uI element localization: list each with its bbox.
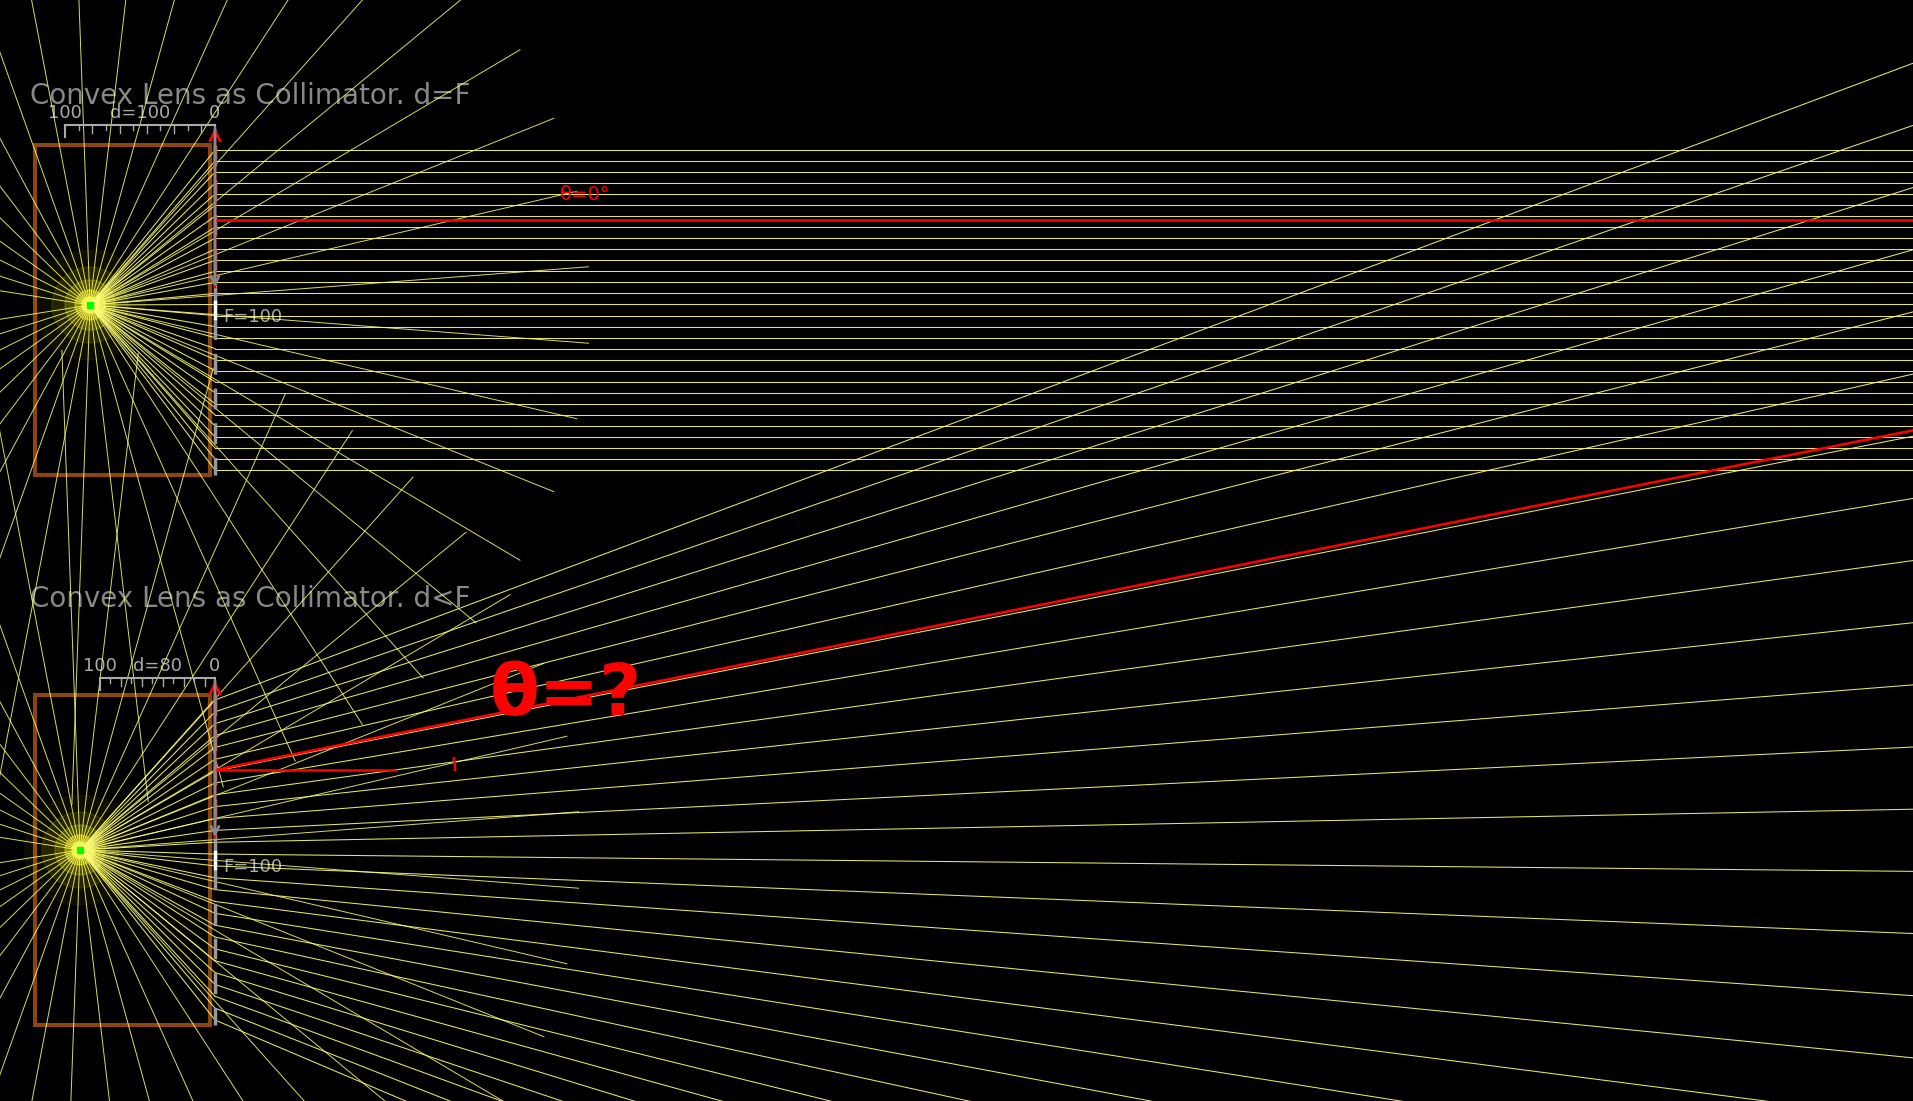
Circle shape — [55, 825, 105, 875]
Text: F=100: F=100 — [224, 308, 281, 326]
Bar — [34, 695, 210, 1025]
Circle shape — [34, 250, 145, 360]
Text: 0: 0 — [209, 657, 220, 675]
Circle shape — [75, 290, 105, 320]
Circle shape — [25, 795, 136, 905]
Bar — [34, 145, 210, 475]
Circle shape — [65, 280, 115, 330]
Circle shape — [82, 297, 98, 313]
Text: 100: 100 — [82, 657, 117, 675]
Text: 100: 100 — [48, 103, 82, 122]
Text: θ=0°: θ=0° — [561, 185, 610, 205]
Circle shape — [65, 835, 96, 865]
Text: Convex Lens as Collimator. d<F: Convex Lens as Collimator. d<F — [31, 585, 471, 613]
Text: 0: 0 — [209, 103, 220, 122]
Circle shape — [73, 842, 88, 858]
Text: d=80: d=80 — [134, 657, 182, 675]
Text: d=100: d=100 — [109, 103, 170, 122]
Bar — [77, 847, 82, 853]
Circle shape — [52, 268, 128, 344]
Text: Convex Lens as Collimator. d=F: Convex Lens as Collimator. d=F — [31, 81, 471, 110]
Circle shape — [42, 813, 119, 889]
Bar — [86, 302, 94, 308]
Text: θ=?: θ=? — [490, 661, 643, 730]
Text: F=100: F=100 — [224, 858, 281, 876]
